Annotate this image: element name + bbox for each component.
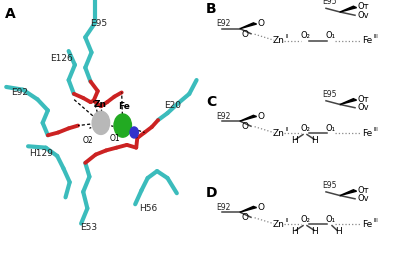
Text: H: H (312, 136, 318, 145)
Text: Zn: Zn (94, 100, 107, 109)
Text: O: O (258, 19, 264, 28)
Text: E92: E92 (216, 19, 230, 28)
Text: III: III (374, 218, 378, 223)
Text: III: III (374, 127, 378, 132)
Text: Fe: Fe (362, 129, 372, 138)
Text: II: II (285, 34, 289, 39)
Text: Zn: Zn (273, 36, 285, 45)
Circle shape (130, 127, 138, 138)
Text: O: O (242, 213, 249, 222)
Text: Oᴠ: Oᴠ (358, 194, 369, 203)
Text: H129: H129 (29, 149, 53, 158)
Text: E20: E20 (164, 101, 181, 110)
Text: Zn: Zn (273, 220, 285, 229)
Text: Oᴛ: Oᴛ (358, 2, 369, 11)
Text: E95: E95 (322, 181, 336, 190)
Polygon shape (340, 190, 357, 196)
Text: E92: E92 (216, 203, 230, 212)
Text: B: B (206, 2, 217, 16)
Text: O: O (242, 122, 249, 131)
Circle shape (92, 111, 110, 134)
Polygon shape (240, 23, 257, 29)
Text: H: H (291, 227, 297, 236)
Text: O2: O2 (83, 136, 94, 145)
Text: Oᴠ: Oᴠ (358, 103, 369, 112)
Text: Oᴛ: Oᴛ (358, 186, 369, 195)
Text: D: D (206, 186, 218, 200)
Polygon shape (340, 99, 357, 105)
Text: E126: E126 (50, 54, 73, 63)
Polygon shape (240, 115, 257, 121)
Text: O₂: O₂ (300, 215, 310, 224)
Text: Fe: Fe (362, 220, 372, 229)
Text: H56: H56 (139, 204, 158, 213)
Text: O₁: O₁ (326, 215, 336, 224)
Polygon shape (240, 206, 257, 212)
Text: Zn: Zn (273, 129, 285, 138)
Text: Fe: Fe (118, 102, 130, 111)
Text: III: III (374, 34, 378, 39)
Text: H: H (312, 227, 318, 236)
Text: O: O (258, 112, 264, 121)
Text: O₂: O₂ (300, 124, 310, 133)
Text: II: II (285, 218, 289, 223)
Text: Fe: Fe (362, 36, 372, 45)
Text: E95: E95 (322, 90, 336, 99)
Text: E53: E53 (80, 224, 97, 232)
Text: Oᴠ: Oᴠ (358, 11, 369, 20)
Text: H: H (335, 227, 342, 236)
Text: O1: O1 (110, 134, 120, 143)
Text: O₂: O₂ (300, 31, 310, 40)
Text: O₁: O₁ (326, 124, 336, 133)
Text: E92: E92 (12, 88, 28, 97)
Circle shape (114, 114, 132, 137)
Text: Oᴛ: Oᴛ (358, 95, 369, 104)
Text: E95: E95 (322, 0, 336, 6)
Text: O: O (258, 203, 264, 212)
Text: H: H (291, 136, 297, 145)
Polygon shape (340, 6, 357, 12)
Text: O: O (242, 30, 249, 39)
Text: A: A (5, 7, 16, 21)
Text: E95: E95 (90, 19, 108, 28)
Text: E92: E92 (216, 112, 230, 121)
Text: O₁: O₁ (326, 31, 336, 40)
Text: II: II (285, 127, 289, 132)
Text: C: C (206, 95, 216, 109)
